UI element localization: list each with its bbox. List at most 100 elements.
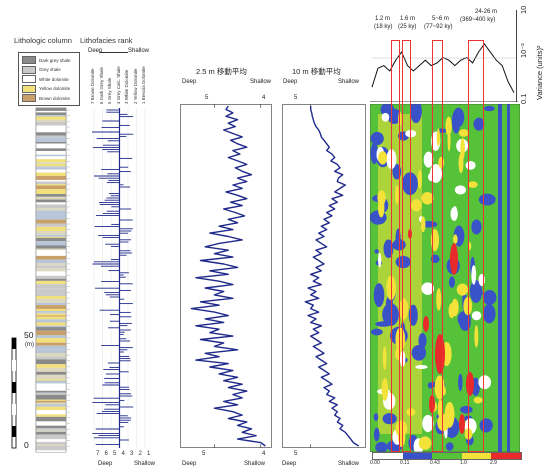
spectrum-contour: [471, 219, 482, 235]
stratum-layer: [36, 305, 66, 309]
stratum-layer: [36, 345, 66, 350]
stratum-layer: [36, 116, 66, 120]
stratum-layer: [36, 159, 66, 163]
stratum-layer: [36, 229, 66, 231]
stratum-layer: [36, 439, 66, 442]
stratum-layer: [36, 172, 66, 176]
lithologic-column-header: Lithologic column: [14, 36, 72, 45]
scale-bar-segment: [12, 360, 16, 371]
spectrum-contour: [415, 364, 428, 369]
stratum-layer: [36, 367, 66, 372]
spectrum-contour: [474, 325, 479, 348]
colorbar-tick-3: 1.0: [460, 460, 467, 466]
stratum-layer: [36, 135, 66, 138]
colorbar-segment: [402, 453, 433, 459]
stratum-layer: [36, 295, 66, 299]
spectrum-contour: [467, 181, 478, 188]
spectrum-contour: [436, 288, 442, 311]
spectrum-contour: [382, 413, 397, 425]
legend-label: Grey shale: [39, 67, 61, 72]
spectrum-contour: [482, 303, 496, 324]
rank-facies-label: 6 Dark Grey Shale: [98, 66, 104, 104]
variance-plot: [370, 43, 518, 102]
stratum-layer: [36, 236, 66, 238]
stratum-layer: [36, 119, 66, 123]
spectrum-contour: [370, 328, 383, 336]
spectrum-contour: [421, 192, 434, 205]
lithologic-column: [11, 107, 70, 453]
series-line: [190, 105, 266, 447]
stratum-layer: [36, 316, 66, 320]
stratum-layer: [36, 416, 66, 422]
legend-swatch: [22, 75, 36, 83]
stratum-layer: [36, 268, 66, 272]
legend-label: Brown dolomite: [39, 95, 71, 101]
spectrum-stripe: [498, 104, 502, 452]
colorbar-tick-0: 0.00: [370, 460, 380, 466]
spectrum-contour: [411, 344, 427, 361]
spectrum-contour: [375, 441, 388, 452]
stratum-layer: [36, 379, 66, 381]
plot-frame: [282, 104, 366, 448]
colorbar-segment: [461, 453, 492, 459]
stratum-layer: [36, 400, 66, 403]
stratum-layer: [36, 245, 66, 249]
stratum-layer: [36, 327, 66, 331]
stratum-layer: [36, 282, 66, 285]
stratum-layer: [36, 319, 66, 323]
variance-axis-label: Variance (units)²: [535, 45, 544, 100]
stratum-layer: [36, 179, 66, 182]
spectrum-contour: [448, 303, 455, 319]
spectrum-contour: [469, 280, 483, 303]
stratum-layer: [36, 122, 66, 126]
stratum-layer: [36, 430, 66, 432]
band-label-4: 24-26 m: [475, 9, 498, 15]
stratum-layer: [36, 298, 66, 300]
stratum-layer: [36, 214, 66, 220]
ma25-deep-top: Deep: [182, 79, 197, 85]
stratum-layer: [36, 315, 66, 317]
spectrum-contour: [458, 373, 463, 392]
stratum-layer: [36, 353, 66, 357]
stratum-layer: [36, 444, 66, 446]
stratum-layer: [36, 356, 66, 360]
band-highlight-4: [468, 40, 484, 452]
colorbar-tick-4: 2.9: [490, 460, 497, 466]
stratum-layer: [36, 406, 66, 411]
spectrum-contour: [378, 151, 388, 165]
band-label-1: 1.2 m: [375, 16, 391, 22]
spectrum-contour: [445, 442, 454, 451]
stratum-layer: [36, 289, 66, 294]
rank-tick: 5: [113, 451, 117, 457]
stratum-layer: [36, 380, 66, 384]
band-label-3: 5~6 m: [432, 16, 449, 22]
stratum-layer: [36, 226, 66, 230]
spectrum-contour: [395, 184, 399, 205]
ma25-tick-bottom-5: 5: [202, 451, 206, 457]
spectrum-contour: [456, 283, 468, 296]
wavelet-spectrum: [370, 104, 520, 452]
stratum-layer: [36, 151, 66, 155]
spectrum-peak: [423, 316, 429, 332]
stratum-layer: [36, 311, 66, 313]
stratum-layer: [36, 112, 66, 116]
stratum-layer: [36, 359, 66, 365]
legend-label: Yellow dolomite: [39, 86, 71, 91]
stratum-layer: [36, 110, 66, 113]
spectrum-contour: [418, 333, 427, 349]
spectrum-contour: [448, 276, 455, 288]
stratum-layer: [36, 137, 66, 143]
colorbar-segment: [373, 453, 403, 459]
stratum-layer: [36, 128, 66, 133]
ma10-plot: [282, 104, 366, 448]
stratum-layer: [36, 219, 66, 224]
spectrum-peak: [459, 414, 465, 434]
spectrum-contour: [484, 105, 495, 112]
stratum-layer: [36, 175, 66, 180]
legend-item: Brown dolomite: [22, 94, 70, 102]
stratum-layer: [36, 335, 66, 339]
rank-tick: 4: [121, 451, 125, 457]
stratum-layer: [36, 421, 66, 423]
stratum-layer: [36, 308, 66, 312]
legend-swatch: [22, 84, 36, 93]
